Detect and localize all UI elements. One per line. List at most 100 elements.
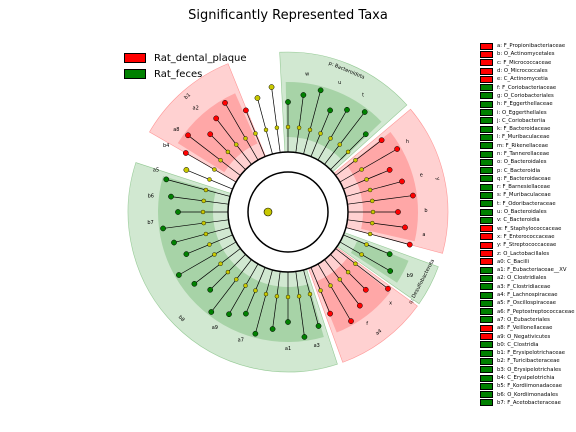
tree-midnode-11 [370,198,375,204]
tree-branch-46 [257,97,273,155]
taxa-legend-label: b0: C_Clostridia [497,341,539,348]
tree-midnode-37 [201,198,206,204]
tree-midnode-44 [243,136,248,141]
taxa-legend-swatch [480,109,493,117]
tree-midnode-31 [218,261,223,266]
tree-node-27 [243,310,249,317]
ring-label-6: w [305,71,309,77]
tree-midnode-22 [307,291,313,297]
taxa-legend-label: p: C_Bacteroidia [497,167,541,174]
legend-label-rat-feces: Rat_feces [154,68,203,80]
tree-node-37 [168,193,174,200]
taxa-legend-swatch [480,75,493,83]
tree-midnode-24 [285,294,291,300]
taxa-legend-label: r: F_Barnesiellaceae [497,184,551,191]
ring-label-9: h [406,139,409,145]
taxa-legend-label: l: F_Muribaculaceae [497,134,550,141]
taxa-legend-item: b6: O_Kordiimonadales [480,390,576,399]
tree-midnode-19 [337,277,342,282]
tree-node-40 [182,150,189,156]
taxa-legend-item: e: C_Actinomycetia [480,75,576,83]
taxa-legend-label: q: F_Bacteroidaceae [497,175,551,182]
tree-node-8 [394,146,400,152]
taxa-legend-item: r: F_Barnesiellaceae [480,183,576,191]
tree-midnode-21 [318,288,323,293]
tree-node-13 [402,224,408,231]
tree-midnode-15 [364,242,369,247]
tree-node-35 [160,225,166,232]
tree-midnode-5 [337,142,342,147]
taxa-legend-item: n: F_Tannerellaceae [480,150,576,158]
taxa-legend-item: b3: O_Erysipelotrichales [480,366,576,374]
ring-label-8: t [362,92,364,98]
tree-midnode-42 [225,149,231,155]
tree-node-17 [385,285,391,292]
tree-branch-11 [347,195,413,205]
taxa-legend-label: g: O_Coriobacteriales [497,92,554,99]
tree-node-44 [222,100,228,106]
tree-branch-41 [187,135,241,176]
ring-label-14: x [389,300,392,306]
taxa-legend-item: y: F_Streptococcaceae [480,241,576,249]
clade-subsector-4 [316,258,391,333]
taxa-legend-swatch [480,84,493,92]
clade-sector-label-5: b8 [177,314,186,323]
taxa-legend-label: a3: F_Clostridiaceae [497,283,551,290]
tree-branch-2 [303,90,321,155]
taxa-legend-swatch [480,208,493,216]
taxa-legend-label: y: F_Streptococcaceae [497,242,557,249]
taxa-legend-label: b5: F_Kordiimonadaceae [497,383,563,390]
taxa-legend-label: f: F_Coriobacteriaceae [497,84,557,91]
taxa-legend-label: j: C_Coriobacteriia [497,117,546,124]
taxa-legend-item: l: F_Muribaculaceae [480,133,576,141]
tree-midnode-36 [200,209,206,215]
tree-midnode-35 [201,220,206,226]
tree-node-46 [254,95,261,101]
clade-subsector-0 [177,93,258,173]
taxa-legend-swatch [480,158,493,166]
taxa-legend-label: s: F_Muribaculaceae [497,192,551,199]
taxa-legend-swatch [480,117,493,125]
taxa-legend-item: v: C_Bacteroidia [480,216,576,224]
tree-node-7 [378,137,385,144]
tree-midnode-18 [345,269,351,275]
tree-branch-19 [324,259,361,306]
tree-node-10 [399,178,405,185]
tree-node-15 [386,251,393,257]
taxa-legend-label: a7: O_Eubacteriales [497,316,550,323]
taxa-legend-swatch [480,291,493,299]
tree-node-26 [252,330,259,337]
ring-label-19: a9 [212,325,218,331]
tree-midnode-13 [370,220,375,226]
taxa-legend-item: a2: O_Clostridiales [480,274,576,282]
tree-node-31 [191,280,198,287]
taxa-legend-label: a9: O_Negativicutes [497,333,551,340]
tree-midnode-20 [328,283,333,288]
clade-sector-label-0: b1 [183,92,192,101]
tree-node-42 [207,131,214,138]
clade-sector-label-4: a4 [375,328,384,337]
taxa-legend-item: a6: F_Peptostreptococcaceae [480,308,576,316]
tree-midnode-3 [318,131,323,136]
ring-label-11: b [424,208,427,214]
taxa-legend-item: j: C_Coriobacteriia [480,117,576,125]
tree-node-18 [362,286,369,293]
ring-label-16: a3 [314,343,320,349]
tree-midnode-17 [353,261,358,266]
taxa-legend-item: s: F_Muribaculaceae [480,191,576,199]
taxa-legend-item: h: F_Eggerthellaceae [480,100,576,108]
taxa-legend-item: d: O_Micrococcales [480,67,576,75]
ring-label-2: b4 [163,143,169,149]
tree-midnode-40 [212,167,217,172]
taxa-legend-label: z: O_Lactobacillales [497,250,550,257]
taxa-legend-item: m: F_Rikenellaceae [480,142,576,150]
tree-midnode-12 [370,209,376,215]
taxa-legend-label: n: F_Tannerellaceae [497,151,550,157]
tree-node-6 [362,131,369,138]
ring-label-17: a1 [285,346,291,352]
tree-branch-44 [224,102,259,161]
tree-midnode-1 [296,125,302,130]
tree-ring-inner [247,171,329,253]
taxa-legend-swatch [480,67,493,75]
tree-midnode-38 [203,187,209,193]
